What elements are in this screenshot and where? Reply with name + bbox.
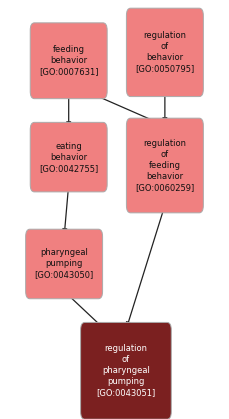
- Text: regulation
of
feeding
behavior
[GO:0060259]: regulation of feeding behavior [GO:00602…: [135, 139, 194, 192]
- Text: regulation
of
pharyngeal
pumping
[GO:0043051]: regulation of pharyngeal pumping [GO:004…: [96, 344, 155, 398]
- FancyBboxPatch shape: [26, 229, 103, 299]
- FancyBboxPatch shape: [30, 23, 107, 99]
- FancyBboxPatch shape: [81, 323, 171, 419]
- FancyBboxPatch shape: [126, 118, 203, 213]
- Text: pharyngeal
pumping
[GO:0043050]: pharyngeal pumping [GO:0043050]: [35, 248, 94, 279]
- Text: regulation
of
behavior
[GO:0050795]: regulation of behavior [GO:0050795]: [135, 31, 194, 73]
- Text: feeding
behavior
[GO:0007631]: feeding behavior [GO:0007631]: [39, 45, 98, 76]
- Text: eating
behavior
[GO:0042755]: eating behavior [GO:0042755]: [39, 142, 98, 173]
- FancyBboxPatch shape: [30, 122, 107, 192]
- FancyBboxPatch shape: [126, 8, 203, 97]
